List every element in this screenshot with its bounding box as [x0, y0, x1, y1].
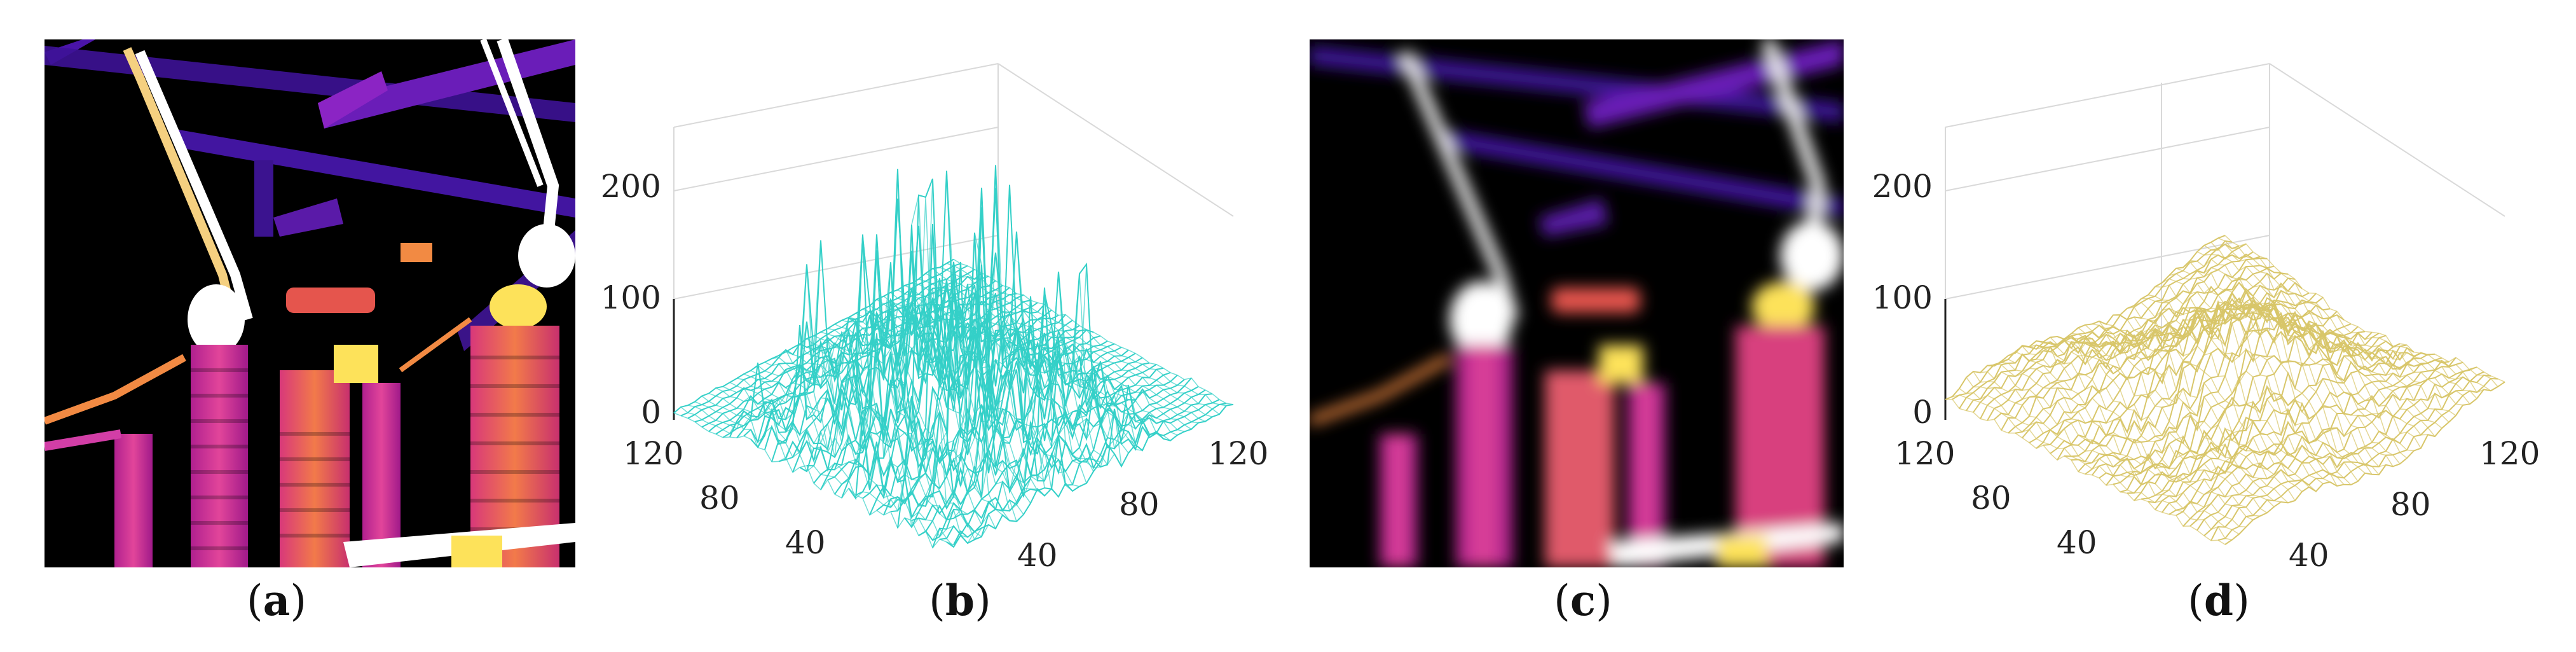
- surface-line: [673, 412, 954, 549]
- surface-line: [2001, 353, 2282, 503]
- y-tick-120: 120: [1894, 435, 1955, 472]
- surface-plot-d: 200 100 0 120 80 40 40 80 120: [1872, 63, 2540, 574]
- surface-line: [743, 360, 1024, 515]
- z-tick-100: 100: [601, 279, 661, 316]
- surface-line: [855, 207, 1136, 496]
- surface-line: [2092, 307, 2373, 475]
- surface-line: [1980, 371, 2261, 517]
- surface-line: [1973, 371, 2254, 520]
- surface-line: [2057, 335, 2338, 487]
- surface-line: [827, 225, 1108, 469]
- surface-line: [953, 258, 1234, 405]
- surface-line: [2224, 381, 2505, 545]
- surface-line: [1952, 394, 2233, 541]
- surface-line: [2127, 297, 2408, 459]
- surface-line: [2008, 351, 2289, 503]
- surface-line: [918, 279, 1199, 424]
- surface-line: [1994, 362, 2275, 508]
- surface-line: [2113, 301, 2394, 467]
- caption-a: (a): [246, 576, 307, 625]
- surface-line: [785, 197, 1066, 483]
- surface-line: [673, 258, 954, 413]
- surface-line: [2078, 327, 2359, 482]
- surface-line: [2008, 272, 2289, 434]
- y-tick-120: 120: [623, 435, 683, 472]
- surface-line: [904, 285, 1185, 433]
- x-tick-40: 40: [2289, 537, 2329, 572]
- surface-line: [2155, 284, 2436, 437]
- surface-line: [841, 198, 1122, 467]
- surface-line: [2120, 296, 2401, 464]
- surface-line: [2085, 321, 2366, 474]
- surface-line: [736, 321, 1017, 522]
- surface-line: [869, 165, 1150, 445]
- surface-line: [701, 396, 982, 541]
- surface-line: [2036, 338, 2317, 492]
- panel-c: [1308, 37, 1844, 567]
- y-tick-80: 80: [699, 480, 740, 517]
- surface-line: [771, 224, 1052, 489]
- x-tick-80: 80: [2390, 486, 2431, 523]
- surface-line: [680, 406, 961, 548]
- surface-line: [2203, 245, 2484, 393]
- surface-line: [2210, 242, 2491, 391]
- surface-mesh-d: [1945, 235, 2505, 545]
- caption-d: (d): [2188, 576, 2250, 625]
- surface-line: [897, 289, 1178, 436]
- surface-line: [939, 267, 1220, 415]
- caption-b: (b): [929, 576, 991, 625]
- surface-plot-b: 200 100 0 120 80 40 40 80 120: [601, 63, 1268, 574]
- z-tick-100: 100: [1872, 279, 1933, 316]
- surface-line: [694, 363, 975, 544]
- surface-line: [708, 325, 989, 538]
- surface-line: [2217, 237, 2498, 387]
- z-tick-200: 200: [601, 168, 661, 205]
- surface-line: [2085, 300, 2366, 475]
- surface-line: [890, 292, 1171, 441]
- panel-b: 200 100 0 120 80 40 40 80 120: [598, 51, 1284, 574]
- thermal-image-c: [1308, 37, 1844, 567]
- surface-line: [932, 268, 1213, 418]
- caption-c: (c): [1554, 576, 1612, 625]
- x-tick-120: 120: [2479, 435, 2540, 472]
- surface-line: [1987, 364, 2268, 513]
- surface-line: [834, 188, 1115, 466]
- surface-line: [799, 169, 1080, 487]
- thermal-image-a: [43, 38, 575, 567]
- surface-line: [876, 188, 1157, 439]
- surface-line: [2203, 371, 2484, 536]
- y-tick-40: 40: [785, 524, 826, 561]
- surface-line: [2224, 235, 2505, 383]
- surface-line: [2175, 268, 2456, 416]
- surface-line: [778, 195, 1059, 497]
- surface-line: [820, 278, 1101, 463]
- x-tick-40: 40: [1017, 537, 1058, 572]
- z-tick-0: 0: [641, 394, 661, 431]
- z-tick-200: 200: [1872, 168, 1933, 205]
- surface-line: [1945, 398, 2226, 545]
- surface-line: [750, 264, 1031, 504]
- surface-line: [2141, 298, 2422, 449]
- y-tick-80: 80: [1971, 480, 2011, 517]
- x-tick-80: 80: [1119, 486, 1160, 523]
- surface-line: [1959, 388, 2240, 535]
- panel-a: [43, 38, 575, 567]
- surface-line: [813, 310, 1094, 472]
- panel-d: 200 100 0 120 80 40 40 80 120: [1869, 51, 2562, 574]
- z-tick-0: 0: [1912, 394, 1933, 431]
- surface-line: [2022, 344, 2303, 492]
- surface-line: [2148, 294, 2429, 436]
- surface-line: [2015, 345, 2296, 501]
- surface-line: [925, 273, 1206, 422]
- surface-line: [792, 178, 1073, 492]
- x-tick-120: 120: [1208, 435, 1268, 472]
- surface-mesh-b: [673, 165, 1234, 549]
- surface-line: [722, 333, 1003, 519]
- surface-line: [764, 237, 1045, 499]
- y-tick-40: 40: [2057, 524, 2097, 561]
- surface-line: [2029, 341, 2310, 488]
- surface-line: [2189, 258, 2470, 405]
